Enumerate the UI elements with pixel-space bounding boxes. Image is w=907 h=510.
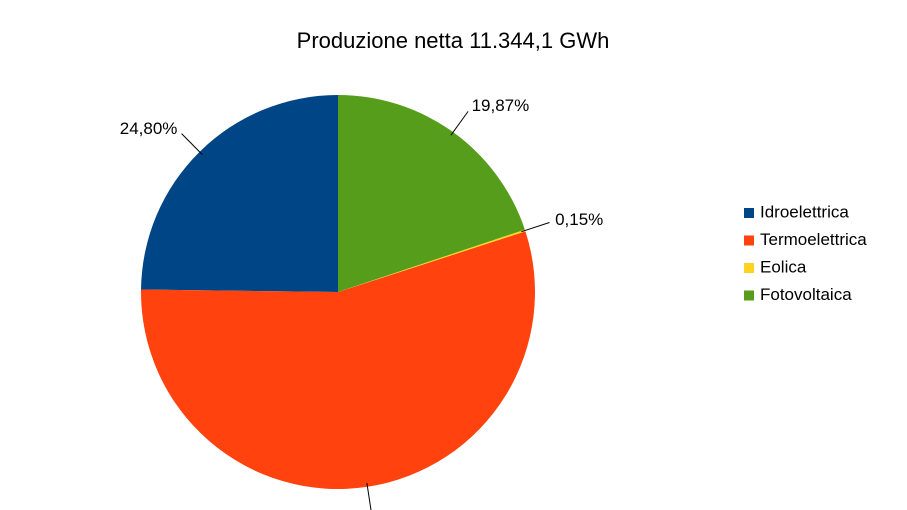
pie-slice [141,95,338,292]
data-label: 55,18% [372,507,430,510]
legend-label: Idroelettrica [760,202,849,221]
pie-slice [140,231,535,489]
leader-line [521,222,550,233]
legend-label: Termoelettrica [760,230,867,249]
pie-slice [338,229,526,292]
data-label: 19,87% [472,96,530,115]
legend-swatch [744,263,754,273]
chart-title: Produzione netta 11.344,1 GWh [297,28,610,53]
data-label: 0,15% [555,210,603,229]
legend-swatch [744,290,754,301]
pie-slice [338,95,525,292]
leader-line [366,482,372,510]
legend-label: Fotovoltaica [760,285,852,304]
leader-line [181,133,203,155]
leader-line [450,111,469,136]
legend-label: Eolica [760,257,807,276]
legend-swatch [744,208,754,218]
legend-swatch [744,235,754,246]
data-label: 24,80% [120,119,178,138]
